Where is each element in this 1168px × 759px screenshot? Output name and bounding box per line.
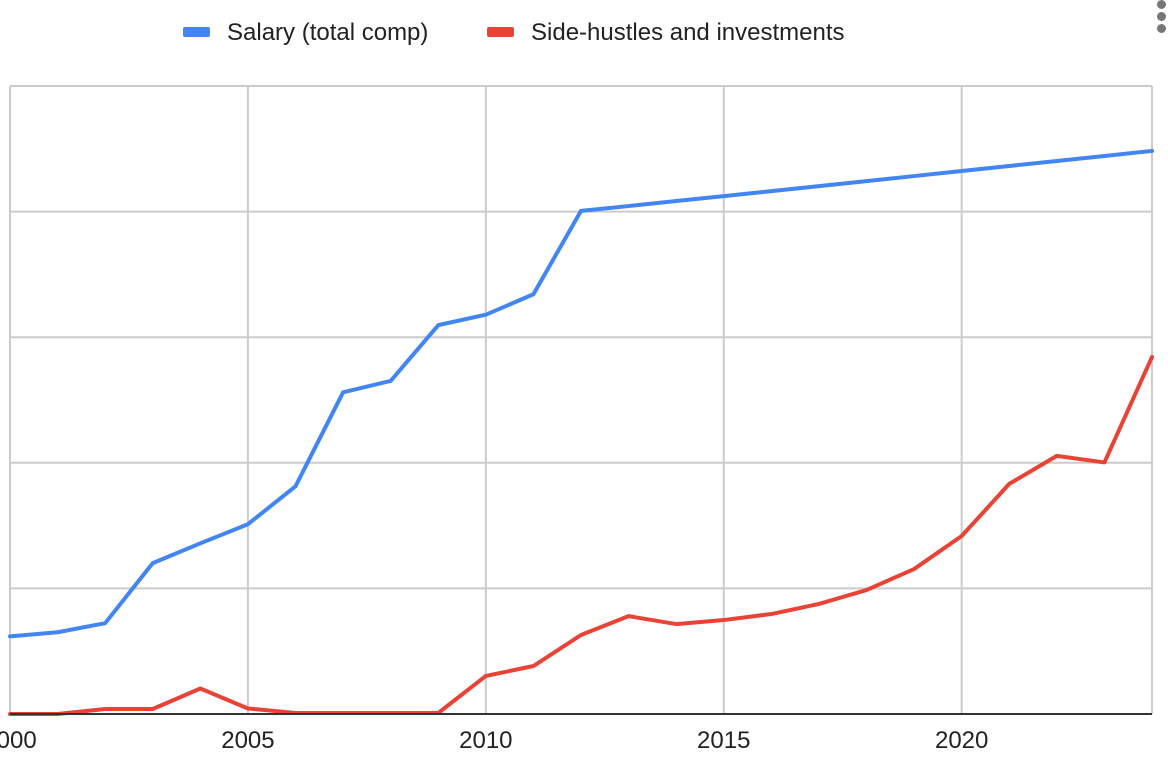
series-line <box>8 354 1154 716</box>
menu-dot <box>1157 0 1166 9</box>
menu-dot <box>1157 12 1166 21</box>
x-tick-labels: 2000 2005 2010 2015 2020 <box>0 727 988 754</box>
legend-label: Side-hustles and investments <box>531 19 845 46</box>
legend[interactable]: Salary (total comp) Side-hustles and inve… <box>183 19 845 46</box>
series-layer <box>8 148 1154 716</box>
vertical-gridlines <box>9 86 1153 714</box>
series-line <box>8 148 1154 639</box>
x-tick-label: 2010 <box>459 727 512 754</box>
x-tick-label: 2020 <box>935 727 988 754</box>
more-vert-icon[interactable] <box>1152 0 1168 34</box>
x-tick-label: 2015 <box>697 727 750 754</box>
x-tick-label: 2005 <box>221 727 274 754</box>
legend-swatch <box>183 27 210 37</box>
menu-dot <box>1157 24 1166 33</box>
legend-label: Salary (total comp) <box>227 19 428 46</box>
legend-swatch <box>487 27 514 37</box>
x-tick-label: 2000 <box>0 727 37 754</box>
legend-item[interactable]: Salary (total comp) <box>183 19 428 46</box>
horizontal-gridlines <box>10 85 1152 590</box>
legend-item[interactable]: Side-hustles and investments <box>487 19 845 46</box>
